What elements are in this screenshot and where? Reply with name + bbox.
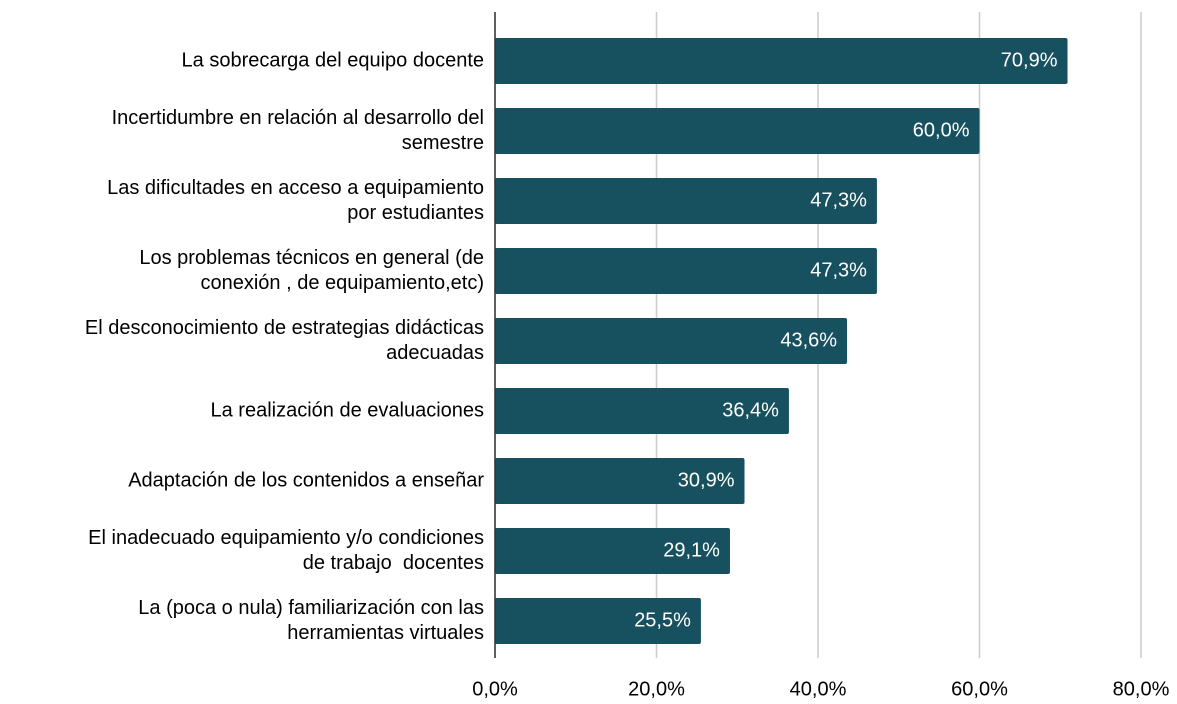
bar xyxy=(495,598,701,644)
bar xyxy=(495,458,745,504)
y-tick-label: por estudiantes xyxy=(347,202,484,224)
bar xyxy=(495,388,789,434)
data-label: 70,9% xyxy=(1001,49,1058,71)
y-tick-label: de trabajo docentes xyxy=(303,552,484,574)
y-tick-label: El desconocimiento de estrategias didáct… xyxy=(85,317,484,339)
data-label: 36,4% xyxy=(722,399,779,421)
data-label: 25,5% xyxy=(634,609,691,631)
bar xyxy=(495,178,877,224)
x-tick-label: 80,0% xyxy=(1113,678,1170,700)
y-tick-label: conexión , de equipamiento,etc) xyxy=(200,272,484,294)
bar xyxy=(495,318,848,364)
y-tick-label: adecuadas xyxy=(386,342,484,364)
x-tick-label: 0,0% xyxy=(472,678,518,700)
y-tick-label: semestre xyxy=(402,132,484,154)
data-label: 29,1% xyxy=(663,539,720,561)
bar xyxy=(495,528,730,574)
data-label: 60,0% xyxy=(913,119,970,141)
data-label: 47,3% xyxy=(810,189,867,211)
data-label: 30,9% xyxy=(678,469,735,491)
y-tick-label: Los problemas técnicos en general (de xyxy=(139,247,484,269)
y-tick-label: Adaptación de los contenidos a enseñar xyxy=(128,469,484,491)
x-tick-label: 20,0% xyxy=(628,678,685,700)
x-tick-label: 40,0% xyxy=(790,678,847,700)
data-label: 43,6% xyxy=(780,329,837,351)
y-tick-label: Incertidumbre en relación al desarrollo … xyxy=(112,107,484,129)
bar xyxy=(495,248,877,294)
bar xyxy=(495,38,1068,84)
y-tick-label: La realización de evaluaciones xyxy=(210,399,484,421)
x-tick-label: 60,0% xyxy=(951,678,1008,700)
y-tick-label: La sobrecarga del equipo docente xyxy=(182,49,484,71)
y-tick-label: herramientas virtuales xyxy=(287,622,484,644)
y-tick-label: Las dificultades en acceso a equipamient… xyxy=(107,177,484,199)
y-tick-label: El inadecuado equipamiento y/o condicion… xyxy=(88,527,484,549)
bar xyxy=(495,108,980,154)
y-tick-label: La (poca o nula) familiarización con las xyxy=(138,597,484,619)
data-label: 47,3% xyxy=(810,259,867,281)
